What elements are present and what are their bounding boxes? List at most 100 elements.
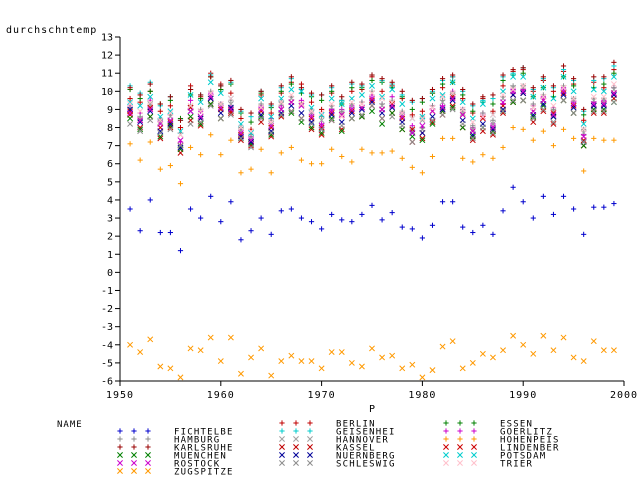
data-point (348, 106, 355, 113)
data-point (580, 126, 587, 133)
data-point (338, 122, 345, 129)
data-point (268, 110, 274, 116)
data-point (288, 144, 294, 151)
data-point (258, 95, 265, 102)
data-point (490, 92, 496, 98)
data-point (379, 76, 385, 82)
legend-marker (293, 460, 299, 466)
data-point (348, 99, 355, 106)
data-point (177, 131, 184, 138)
series-schleswig (127, 97, 617, 151)
data-point (580, 133, 587, 140)
data-point (399, 122, 406, 129)
data-point (429, 95, 436, 102)
data-point (167, 229, 173, 236)
data-point (248, 128, 254, 135)
y-tick-label: 1 (107, 250, 113, 261)
legend-marker (471, 428, 477, 434)
data-point (409, 97, 415, 103)
data-point (349, 79, 355, 85)
data-point (520, 97, 527, 104)
data-point (530, 101, 536, 107)
data-point (217, 101, 224, 107)
legend-item-hannover: HANNOVER (279, 436, 388, 446)
x-axis-label: P (369, 404, 375, 415)
data-point (227, 106, 234, 113)
data-point (560, 334, 567, 341)
legend-marker (131, 452, 137, 458)
data-point (530, 115, 537, 122)
legend: NAME BERLIN ESSEN FICHTELBE GEISENHEI GOERLI… (57, 420, 560, 478)
data-point (228, 77, 234, 84)
legend-marker (307, 436, 313, 442)
data-point (137, 117, 144, 124)
series-trier (127, 81, 617, 138)
legend-label: POTSDAM (500, 452, 546, 462)
data-point (389, 352, 396, 359)
data-point (298, 115, 305, 122)
data-point (248, 110, 254, 116)
legend-marker (117, 468, 123, 474)
data-point (540, 93, 547, 100)
data-point (540, 106, 547, 113)
data-point (298, 102, 305, 109)
legend-marker (131, 436, 137, 442)
data-point (238, 170, 244, 176)
data-point (238, 106, 244, 113)
data-point (217, 90, 224, 97)
data-point (520, 73, 527, 80)
data-point (510, 124, 516, 131)
legend-item-berlin: BERLIN (279, 420, 375, 430)
legend-label: GOERLITZ (500, 428, 553, 438)
legend-marker (443, 460, 449, 466)
data-point (480, 94, 486, 100)
data-point (540, 108, 547, 115)
data-point (379, 217, 385, 223)
data-point (268, 231, 274, 237)
data-point (530, 137, 536, 143)
series-karlsruhe (127, 59, 617, 123)
data-point (409, 112, 415, 118)
legend-item-geisenhei: GEISENHEI (279, 428, 394, 438)
y-tick-label: -4 (101, 340, 113, 351)
data-point (288, 91, 295, 98)
legend-marker (457, 436, 463, 442)
data-point (500, 99, 506, 106)
legend-marker (443, 444, 449, 450)
data-point (379, 93, 386, 100)
legend-marker (279, 452, 285, 458)
data-point (167, 126, 174, 133)
data-point (127, 108, 134, 115)
data-point (187, 91, 194, 98)
data-point (419, 95, 425, 102)
legend-marker (279, 420, 285, 426)
legend-marker (293, 428, 299, 434)
data-point (187, 120, 194, 127)
data-point (399, 155, 405, 161)
data-point (459, 365, 466, 372)
legend-marker (457, 460, 463, 466)
data-point (500, 208, 506, 214)
data-point (319, 226, 325, 232)
legend-marker (471, 444, 477, 450)
data-point (207, 79, 214, 86)
legend-marker (279, 460, 285, 466)
data-point (611, 137, 617, 143)
data-point (490, 117, 496, 123)
data-point (248, 130, 254, 136)
data-point (530, 113, 537, 120)
legend-title: NAME (57, 420, 83, 430)
data-point (590, 101, 597, 107)
data-point (137, 102, 144, 109)
data-point (338, 128, 345, 135)
data-point (167, 365, 174, 372)
data-point (500, 91, 506, 98)
data-point (449, 97, 456, 104)
data-point (308, 120, 315, 127)
data-point (308, 113, 315, 120)
legend-label: LINDENBER (500, 444, 560, 454)
data-point (389, 86, 396, 93)
data-point (379, 115, 386, 122)
data-point (228, 199, 234, 205)
